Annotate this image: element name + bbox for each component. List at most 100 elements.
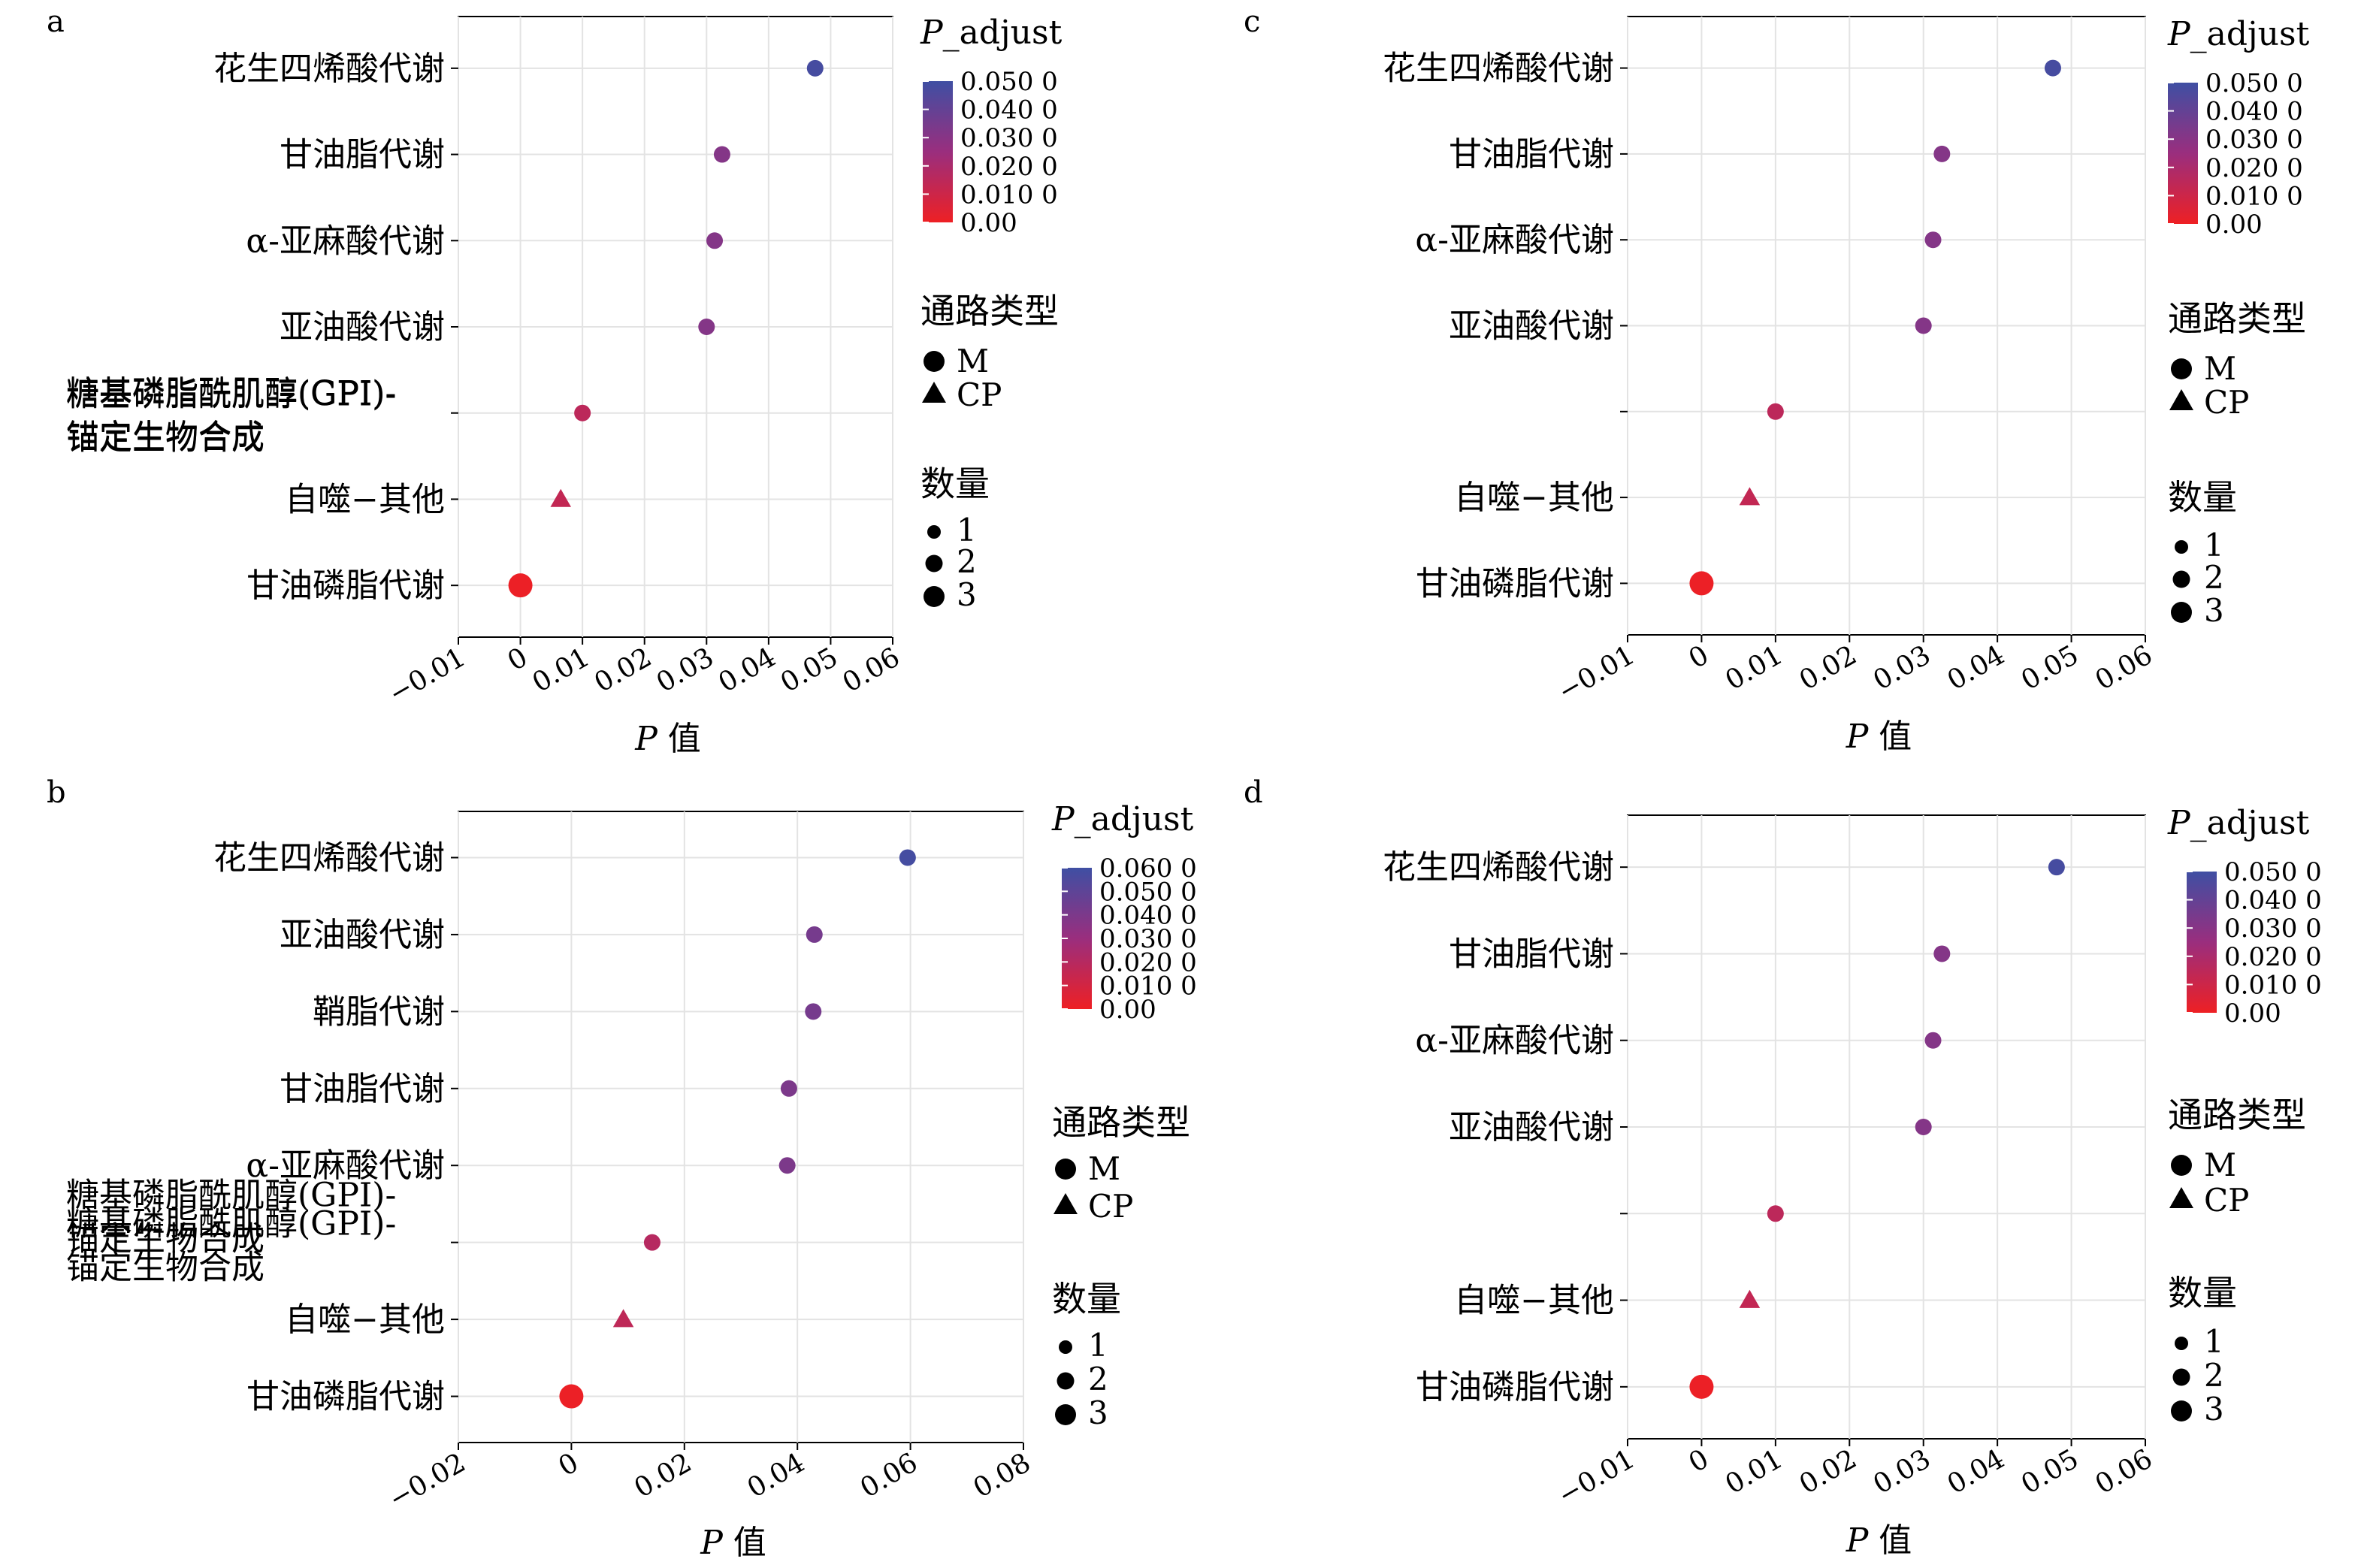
legend-size-icon	[1057, 1372, 1075, 1390]
x-tick-label: 0.06	[855, 1447, 923, 1504]
color-bar-label: 0.020 0	[2224, 942, 2322, 972]
data-point-circle	[706, 232, 724, 249]
y-tick-label: 花生四烯酸代谢	[213, 838, 445, 877]
x-tick-label: 0.02	[589, 642, 657, 699]
legend-size-label: 1	[2204, 527, 2224, 563]
x-tick-label: −0.01	[1552, 1443, 1640, 1512]
data-point-circle	[1924, 231, 1942, 249]
y-tick-label: 甘油磷脂代谢	[246, 1378, 445, 1416]
data-point-circle	[2044, 59, 2061, 77]
data-point-circle	[806, 59, 824, 77]
y-tick-label: 甘油磷脂代谢	[1416, 564, 1614, 603]
y-tick-label: 鞘脂代谢	[313, 992, 445, 1031]
y-tick-label: 亚油酸代谢	[1449, 1108, 1614, 1147]
legend-shape-label: M	[1088, 1150, 1120, 1187]
color-bar-label: 0.030 0	[1099, 924, 1197, 954]
legend-size-label: 2	[1088, 1361, 1108, 1397]
y-tick-label: 花生四烯酸代谢	[1383, 50, 1614, 88]
data-point-circle	[1915, 317, 1932, 334]
legend-shape-label: M	[2204, 1147, 2236, 1183]
legend-color-title: P_adjust	[2167, 804, 2310, 842]
x-tick-label: 0.06	[2090, 1443, 2158, 1500]
y-tick-label: 亚油酸代谢	[280, 308, 445, 346]
y-tick-label: 甘油磷脂代谢	[1416, 1368, 1614, 1406]
legend-shape-label: CP	[957, 376, 1002, 413]
legend-size-title: 数量	[2168, 1273, 2237, 1313]
y-tick-label: 亚油酸代谢	[280, 916, 445, 954]
color-bar	[2187, 872, 2217, 1013]
data-point-circle	[806, 926, 823, 943]
legend-circle-icon	[924, 351, 945, 372]
color-bar-label: 0.040 0	[1099, 901, 1197, 931]
legend-color-title: P_adjust	[2167, 15, 2310, 53]
legend-size-icon	[2175, 1337, 2188, 1350]
legend-size-label: 3	[2204, 1391, 2224, 1428]
y-tick-label: 糖基磷脂酰肌醇(GPI)-锚定生物合成	[66, 1205, 396, 1287]
legend-shape-label: CP	[1088, 1188, 1133, 1225]
color-bar-label: 0.040 0	[960, 95, 1058, 125]
y-tick-label: 甘油脂代谢	[1449, 135, 1614, 174]
data-point-circle	[1689, 571, 1714, 596]
legend-triangle-icon	[2169, 389, 2193, 410]
color-bar-label: 0.020 0	[1099, 947, 1197, 977]
panel-label: b	[47, 775, 66, 810]
y-tick-label: 自噬−其他	[1454, 479, 1614, 517]
legend-shape-title: 通路类型	[1052, 1102, 1190, 1143]
x-tick-label: 0.08	[969, 1447, 1036, 1504]
legend-size-label: 3	[1088, 1394, 1108, 1431]
legend-size-title: 数量	[1052, 1279, 1121, 1319]
x-tick-label: 0.05	[2016, 1443, 2084, 1500]
x-tick-label: −0.01	[1552, 639, 1640, 708]
color-bar-label: 0.050 0	[2224, 857, 2322, 887]
legend-circle-icon	[2171, 1155, 2192, 1176]
data-point-circle	[1767, 403, 1784, 420]
legend-size-label: 1	[957, 512, 977, 548]
legend-shape-title: 通路类型	[2168, 1095, 2306, 1135]
x-tick-label: 0.04	[1942, 639, 2010, 696]
x-tick-label: 0	[554, 1447, 584, 1482]
y-tick-label: 糖基磷脂酰肌醇(GPI)-锚定生物合成	[66, 374, 396, 456]
data-point-triangle	[612, 1309, 634, 1328]
legend-size-title: 数量	[2168, 477, 2237, 518]
legend-size-icon	[2171, 602, 2192, 623]
color-bar	[2168, 83, 2198, 224]
legend-size-label: 3	[957, 576, 977, 613]
legend-triangle-icon	[922, 382, 946, 403]
color-bar-label: 0.00	[1099, 995, 1156, 1025]
panel-b: b −0.02 0 0.02 0.04 0.06 0.08 花生四烯酸代谢亚油酸代谢鞘脂代谢甘…	[47, 775, 1197, 1562]
color-bar-label: 0.020 0	[960, 152, 1058, 182]
panel-label: c	[1244, 5, 1260, 39]
color-bar-label: 0.00	[2205, 210, 2263, 240]
x-axis-title: P 值	[634, 720, 701, 758]
y-tick-label: 甘油磷脂代谢	[246, 566, 445, 605]
legend-triangle-icon	[1054, 1193, 1078, 1214]
x-tick-label: 0.02	[629, 1447, 697, 1504]
legend-size-icon	[2171, 1400, 2192, 1421]
y-tick-label: α-亚麻酸代谢	[246, 222, 445, 260]
legend-triangle-icon	[2169, 1187, 2193, 1208]
y-tick-label: 自噬−其他	[285, 480, 445, 518]
y-tick-label: 甘油脂代谢	[280, 136, 445, 174]
y-tick-label: 自噬−其他	[1454, 1282, 1614, 1320]
data-point-circle	[1933, 145, 1951, 162]
x-tick-label: 0.05	[2016, 639, 2084, 696]
data-point-triangle	[1739, 1289, 1761, 1308]
y-tick-label: 糖基磷脂酰肌醇(GPI)-锚定生物合成	[66, 1176, 396, 1258]
color-bar-label: 0.010 0	[960, 180, 1058, 210]
x-tick-label: 0.01	[528, 642, 595, 699]
x-tick-label: 0	[1684, 639, 1714, 675]
data-point-circle	[899, 849, 916, 866]
legend-shape-label: CP	[2204, 384, 2249, 421]
legend-shape-label: CP	[2204, 1182, 2249, 1219]
x-axis-title: P 值	[700, 1524, 766, 1562]
y-tick-label: 糖基磷脂酰肌醇(GPI)-锚定生物合成	[66, 376, 396, 458]
y-tick-label: 亚油酸代谢	[1449, 307, 1614, 346]
color-bar-label: 0.010 0	[2224, 970, 2322, 1000]
data-point-circle	[713, 146, 730, 163]
legend-circle-icon	[2171, 358, 2192, 379]
legend-color-title: P_adjust	[1051, 800, 1194, 838]
legend-shape-title: 通路类型	[2168, 298, 2306, 339]
color-bar-label: 0.010 0	[2205, 181, 2303, 211]
y-tick-label: 甘油脂代谢	[1449, 935, 1614, 973]
x-tick-label: 0.04	[713, 642, 781, 699]
